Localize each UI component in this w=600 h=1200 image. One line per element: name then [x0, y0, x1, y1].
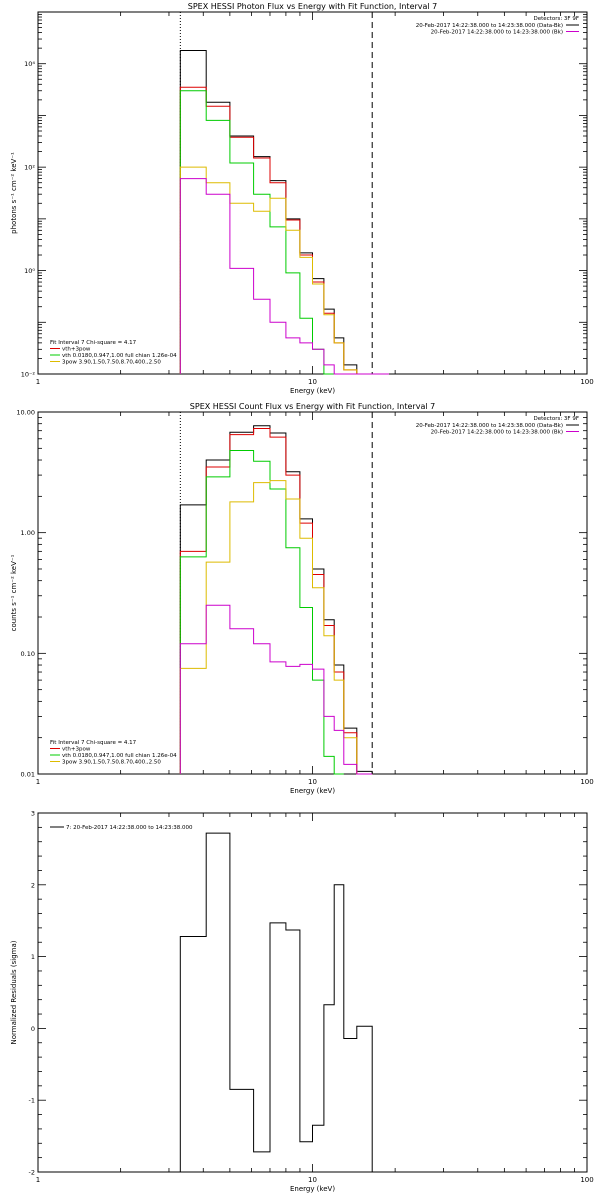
legend-detectors: Detectors: 3F 9F	[533, 16, 579, 22]
chart-title: SPEX HESSI Count Flux vs Energy with Fit…	[190, 402, 435, 411]
fit-legend-entry: vth 0.0180,0.947,1.00 full chian 1.26e-0…	[62, 353, 177, 359]
fit-legend-entry: vth 0.0180,0.947,1.00 full chian 1.26e-0…	[62, 753, 177, 759]
y-tick-label: 10.00	[16, 409, 35, 417]
fit-legend-entry: 3pow 3.90,1.50,7.50,8.70,400.,2.50	[62, 760, 161, 766]
y-tick-label: 10²	[24, 164, 35, 172]
x-axis-label: Energy (keV)	[290, 1185, 335, 1193]
x-tick-label: 100	[580, 778, 593, 786]
series-line-vth	[179, 450, 344, 775]
series-line-3pow	[179, 480, 373, 775]
x-tick-label: 100	[580, 1176, 593, 1184]
y-tick-label: 10⁰	[24, 267, 35, 275]
y-tick-label: 0.10	[21, 650, 35, 658]
fit-interval-title: Fit Interval 7 Chi-square = 4.17	[50, 340, 137, 346]
y-axis-label: photons s⁻¹ cm⁻² keV⁻¹	[10, 152, 18, 234]
chart-panel-3: 1 10 100 -2 -1 0 1 2 3 Energy (keV) Normalized Res…	[10, 810, 594, 1194]
series-line-3pow	[179, 166, 389, 375]
x-tick-label: 10	[308, 778, 317, 786]
x-tick-label: 1	[36, 778, 40, 786]
residual-legend-entry: 7: 20-Feb-2017 14:22:38.000 to 14:23:38.…	[66, 825, 193, 831]
fit-legend-entry: 3pow 3.90,1.50,7.50,8.70,400.,2.50	[62, 360, 161, 366]
y-tick-label: 3	[31, 810, 35, 818]
x-tick-label: 10	[308, 1176, 317, 1184]
x-tick-label: 1	[36, 378, 40, 386]
y-tick-label: 1	[31, 953, 35, 961]
legend-detectors: Detectors: 3F 9F	[533, 416, 579, 422]
legend-entry: 20-Feb-2017 14:22:38.000 to 14:23:38.000…	[431, 430, 563, 436]
y-tick-label: 10⁴	[24, 60, 35, 68]
x-tick-label: 10	[308, 378, 317, 386]
plot-frame	[37, 812, 588, 1173]
y-tick-label: 2	[31, 881, 35, 889]
chart-panel-1: SPEX HESSI Photon Flux vs Energy with Fi…	[10, 2, 594, 395]
series-line-residuals	[179, 832, 373, 1172]
y-axis-label: Normalized Residuals (sigma)	[10, 940, 18, 1044]
y-axis-label: counts s⁻¹ cm⁻² keV⁻¹	[10, 554, 18, 631]
chart-panel-2: SPEX HESSI Count Flux vs Energy with Fit…	[10, 402, 594, 795]
series-line-vth	[179, 90, 335, 375]
legend-entry: 20-Feb-2017 14:22:38.000 to 14:23:38.000…	[416, 23, 563, 29]
fit-interval-title: Fit Interval 7 Chi-square = 4.17	[50, 740, 137, 746]
y-tick-label: -2	[29, 1169, 35, 1177]
legend-entry: 20-Feb-2017 14:22:38.000 to 14:23:38.000…	[431, 30, 563, 36]
chart-title: SPEX HESSI Photon Flux vs Energy with Fi…	[188, 2, 438, 11]
series-line-bk	[179, 604, 373, 775]
y-tick-label: -1	[29, 1097, 35, 1105]
y-tick-label: 0.01	[21, 771, 35, 779]
fit-legend-entry: vth+3pow	[62, 747, 91, 753]
fit-legend-entry: vth+3pow	[62, 347, 91, 353]
x-tick-label: 1	[36, 1176, 40, 1184]
y-tick-label: 10⁻²	[21, 371, 36, 379]
x-axis-label: Energy (keV)	[290, 787, 335, 795]
x-tick-label: 100	[580, 378, 593, 386]
y-tick-label: 0	[31, 1025, 35, 1033]
series-line-vth-3pow	[179, 86, 389, 375]
series-line-bk	[179, 178, 389, 375]
y-tick-label: 1.00	[21, 529, 35, 537]
legend-entry: 20-Feb-2017 14:22:38.000 to 14:23:38.000…	[416, 423, 563, 429]
plot-frame	[37, 411, 588, 775]
series-line-data-bk	[179, 50, 389, 375]
x-axis-label: Energy (keV)	[290, 387, 335, 395]
